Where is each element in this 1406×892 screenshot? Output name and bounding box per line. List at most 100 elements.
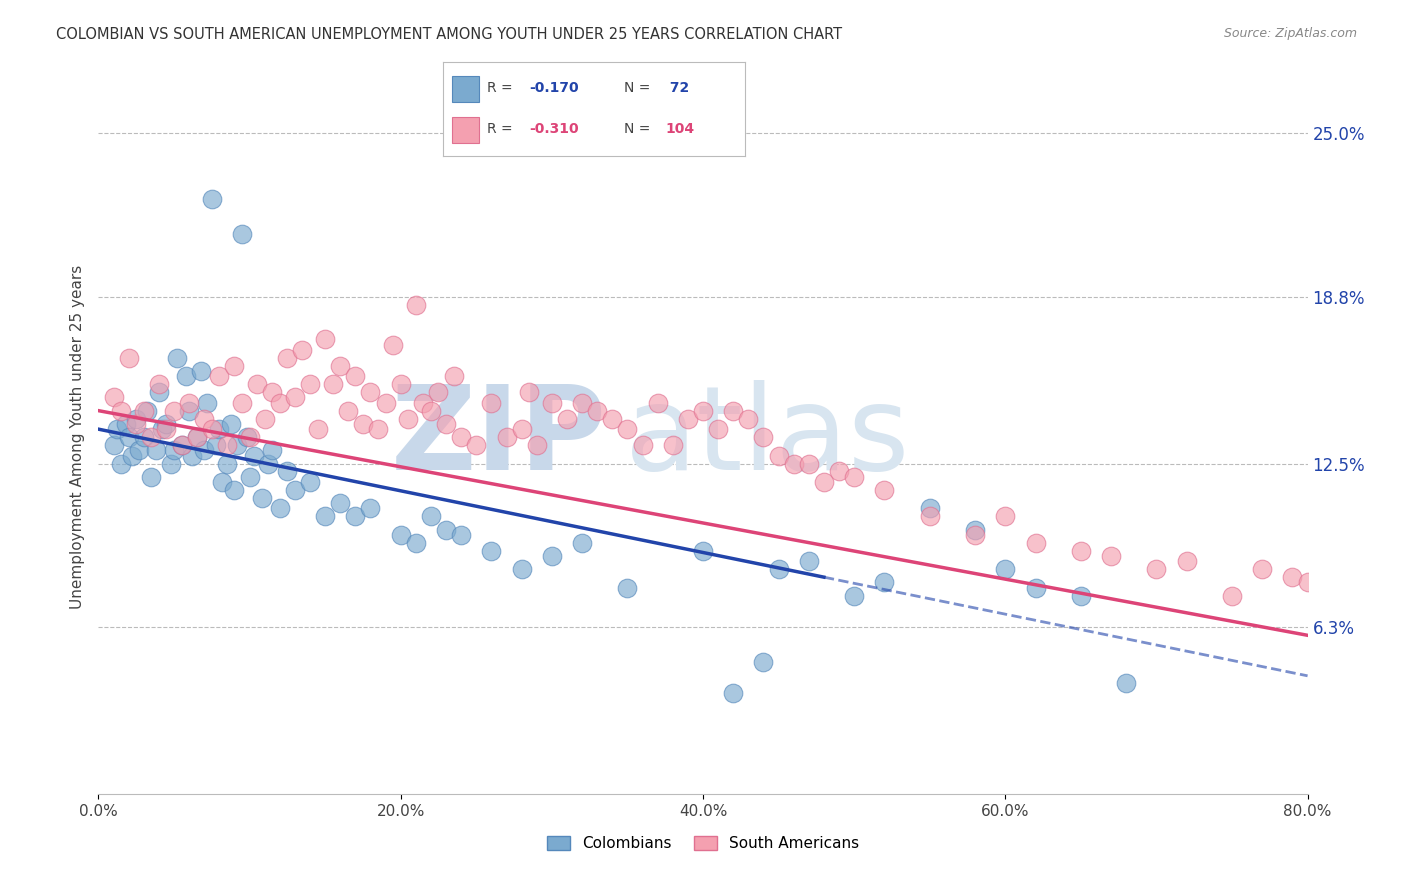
- Point: [299, 377, 322, 392]
- Point: [221, 417, 243, 431]
- Point: [105, 422, 128, 436]
- Point: [752, 430, 775, 444]
- Point: [145, 443, 167, 458]
- Point: [374, 395, 396, 409]
- Point: [1220, 589, 1243, 603]
- Point: [160, 457, 183, 471]
- Point: [148, 377, 170, 392]
- Point: [405, 536, 427, 550]
- Point: [179, 395, 201, 409]
- Point: [434, 523, 457, 537]
- Point: [692, 403, 714, 417]
- Point: [190, 364, 212, 378]
- Point: [994, 509, 1017, 524]
- Point: [276, 465, 298, 479]
- Point: [246, 377, 269, 392]
- Point: [360, 385, 382, 400]
- Point: [813, 475, 835, 489]
- Text: ZIP: ZIP: [391, 380, 606, 494]
- Point: [510, 422, 533, 436]
- Point: [307, 422, 329, 436]
- Point: [918, 501, 941, 516]
- Point: [481, 543, 503, 558]
- FancyBboxPatch shape: [451, 117, 479, 143]
- Point: [284, 483, 307, 497]
- Point: [150, 422, 173, 436]
- Point: [269, 501, 291, 516]
- Point: [110, 403, 132, 417]
- Point: [1281, 570, 1303, 584]
- Point: [382, 337, 405, 351]
- Point: [389, 377, 412, 392]
- Point: [918, 509, 941, 524]
- Point: [193, 411, 215, 425]
- Text: -0.170: -0.170: [529, 81, 579, 95]
- Point: [125, 417, 148, 431]
- Point: [571, 395, 593, 409]
- Point: [443, 369, 465, 384]
- Point: [1146, 562, 1168, 576]
- Point: [243, 449, 266, 463]
- Point: [526, 438, 548, 452]
- Point: [181, 449, 204, 463]
- Point: [1296, 575, 1319, 590]
- Point: [1024, 581, 1046, 595]
- Point: [965, 528, 987, 542]
- Point: [239, 430, 262, 444]
- Point: [1024, 536, 1046, 550]
- Point: [828, 465, 851, 479]
- Point: [314, 509, 336, 524]
- Point: [166, 351, 188, 365]
- Text: COLOMBIAN VS SOUTH AMERICAN UNEMPLOYMENT AMONG YOUTH UNDER 25 YEARS CORRELATION : COLOMBIAN VS SOUTH AMERICAN UNEMPLOYMENT…: [56, 27, 842, 42]
- Text: N =: N =: [624, 81, 651, 95]
- Point: [224, 483, 246, 497]
- Point: [193, 443, 215, 458]
- Point: [114, 417, 136, 431]
- Point: [517, 385, 540, 400]
- Point: [132, 430, 155, 444]
- Point: [994, 562, 1017, 576]
- Point: [186, 430, 208, 444]
- Point: [121, 449, 143, 463]
- Point: [163, 403, 186, 417]
- Point: [723, 403, 745, 417]
- Point: [360, 501, 382, 516]
- Point: [420, 509, 443, 524]
- Point: [314, 332, 336, 346]
- Point: [707, 422, 730, 436]
- Point: [752, 655, 775, 669]
- Point: [141, 469, 163, 483]
- Point: [768, 449, 790, 463]
- Point: [723, 686, 745, 700]
- Point: [211, 475, 233, 489]
- Point: [1175, 554, 1198, 568]
- Point: [224, 359, 246, 373]
- Point: [239, 469, 262, 483]
- Point: [118, 430, 141, 444]
- Point: [412, 395, 434, 409]
- Legend: Colombians, South Americans: Colombians, South Americans: [540, 830, 866, 857]
- Point: [231, 227, 253, 241]
- Point: [661, 438, 683, 452]
- Text: N =: N =: [624, 122, 651, 136]
- Point: [179, 403, 201, 417]
- Point: [141, 430, 163, 444]
- Point: [434, 417, 457, 431]
- Point: [510, 562, 533, 576]
- Point: [205, 438, 228, 452]
- Point: [692, 543, 714, 558]
- Point: [155, 422, 177, 436]
- Point: [420, 403, 443, 417]
- Point: [427, 385, 450, 400]
- Point: [170, 438, 193, 452]
- Point: [616, 422, 638, 436]
- Point: [389, 528, 412, 542]
- Point: [616, 581, 638, 595]
- Point: [208, 422, 231, 436]
- Point: [118, 351, 141, 365]
- Point: [367, 422, 389, 436]
- Point: [737, 411, 759, 425]
- Point: [262, 385, 284, 400]
- Point: [256, 457, 278, 471]
- Point: [201, 192, 224, 206]
